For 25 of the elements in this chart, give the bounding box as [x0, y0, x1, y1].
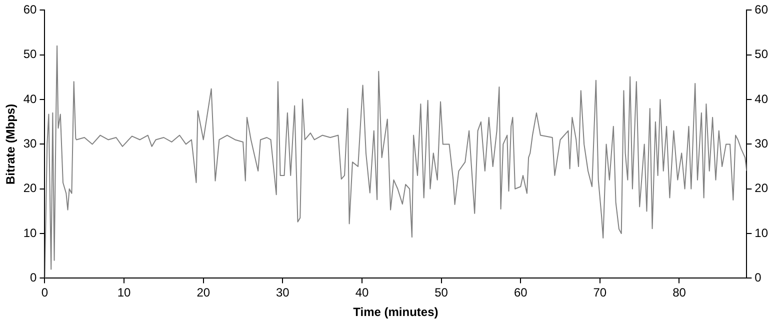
y-tick-label: 30 — [23, 136, 38, 151]
x-axis-title: Time (minutes) — [353, 305, 438, 320]
x-tick-label: 60 — [514, 286, 528, 300]
y-tick-label: 50 — [23, 47, 38, 62]
x-tick-label: 80 — [672, 286, 686, 300]
x-tick-label: 50 — [434, 286, 448, 300]
x-tick-label: 10 — [117, 286, 132, 300]
y-axis-title: Bitrate (Mbps) — [4, 104, 18, 185]
y-tick-label: 0 — [30, 270, 38, 285]
y-tick-label: 10 — [23, 226, 38, 240]
y-tick-label: 40 — [23, 92, 38, 106]
x-tick-label: 40 — [355, 286, 369, 300]
y2-tick-label: 50 — [754, 47, 768, 62]
x-tick-label: 0 — [41, 286, 48, 300]
y2-tick-label: 10 — [754, 226, 768, 240]
x-tick-label: 20 — [196, 286, 210, 300]
y2-tick-label: 20 — [754, 181, 768, 196]
x-tick-label: 30 — [276, 286, 290, 300]
y2-tick-label: 60 — [754, 2, 768, 17]
y2-tick-label: 0 — [754, 270, 762, 285]
y-tick-label: 20 — [23, 181, 38, 196]
y2-tick-label: 40 — [754, 92, 768, 106]
x-tick-label: 70 — [593, 286, 607, 300]
y2-tick-label: 30 — [754, 136, 768, 151]
y-tick-label: 60 — [23, 2, 38, 17]
